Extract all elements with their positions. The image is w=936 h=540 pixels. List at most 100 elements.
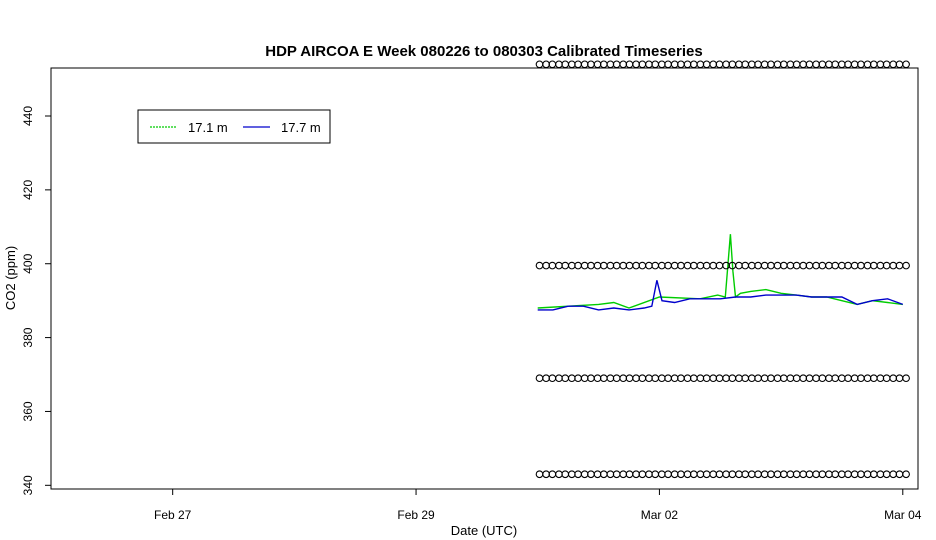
calibration-point bbox=[638, 60, 647, 69]
calibration-point bbox=[799, 470, 808, 479]
y-axis-label: CO2 (ppm) bbox=[3, 246, 18, 310]
calibration-point bbox=[825, 470, 833, 479]
calibration-point bbox=[779, 374, 788, 383]
calibration-point bbox=[625, 60, 634, 69]
calibration-point bbox=[548, 261, 557, 270]
calibration-point bbox=[882, 60, 891, 69]
calibration-point bbox=[542, 470, 550, 479]
calibration-point bbox=[645, 60, 653, 69]
calibration-point bbox=[786, 470, 795, 479]
calibration-point bbox=[567, 261, 576, 270]
calibration-point bbox=[825, 374, 833, 383]
calibration-point bbox=[792, 374, 801, 383]
series-layer bbox=[535, 60, 910, 479]
calibration-point bbox=[754, 60, 762, 69]
calibration-point bbox=[606, 470, 615, 479]
calibration-point bbox=[857, 470, 865, 479]
calibration-point bbox=[825, 261, 833, 270]
calibration-point bbox=[792, 261, 801, 270]
calibration-point bbox=[606, 60, 615, 69]
calibration-point bbox=[561, 470, 570, 479]
calibration-point bbox=[722, 374, 730, 383]
calibration-point bbox=[702, 261, 711, 270]
calibration-point bbox=[664, 374, 672, 383]
calibration-point bbox=[889, 261, 898, 270]
x-tick-label: Mar 02 bbox=[641, 508, 679, 522]
calibration-point bbox=[902, 470, 910, 479]
x-axis-label: Date (UTC) bbox=[451, 523, 517, 538]
calibration-point bbox=[715, 374, 724, 383]
calibration-point bbox=[728, 60, 737, 69]
calibration-point bbox=[696, 470, 705, 479]
calibration-point bbox=[786, 60, 795, 69]
calibration-point bbox=[689, 261, 698, 270]
calibration-point bbox=[670, 60, 679, 69]
calibration-point bbox=[747, 60, 756, 69]
calibration-point bbox=[645, 261, 653, 270]
calibration-point bbox=[593, 470, 602, 479]
calibration-point bbox=[587, 261, 595, 270]
calibration-point bbox=[863, 60, 872, 69]
calibration-point bbox=[805, 470, 814, 479]
calibration-point bbox=[760, 470, 769, 479]
calibration-point bbox=[664, 261, 672, 270]
calibration-point bbox=[664, 470, 672, 479]
calibration-point bbox=[555, 261, 563, 270]
calibration-point bbox=[657, 374, 666, 383]
calibration-point bbox=[709, 470, 718, 479]
calibration-point bbox=[709, 374, 718, 383]
calibration-point bbox=[831, 60, 840, 69]
calibration-point bbox=[869, 470, 878, 479]
calibration-point bbox=[882, 261, 891, 270]
x-axis: Feb 27 Feb 29 Mar 02 Mar 04 bbox=[154, 489, 922, 522]
x-tick-label: Feb 29 bbox=[397, 508, 435, 522]
calibration-point bbox=[638, 261, 647, 270]
calibration-point bbox=[773, 374, 782, 383]
calibration-point bbox=[555, 374, 563, 383]
calibration-point bbox=[889, 470, 898, 479]
calibration-point bbox=[606, 261, 615, 270]
calibration-point bbox=[689, 374, 698, 383]
calibration-point bbox=[580, 261, 589, 270]
calibration-point bbox=[799, 374, 808, 383]
calibration-point bbox=[837, 374, 846, 383]
calibration-point bbox=[625, 374, 634, 383]
calibration-point bbox=[612, 60, 621, 69]
calibration-point bbox=[709, 60, 718, 69]
calibration-point bbox=[696, 60, 705, 69]
calibration-point bbox=[831, 374, 840, 383]
calibration-point bbox=[902, 374, 910, 383]
calibration-point bbox=[683, 470, 692, 479]
calibration-point bbox=[664, 60, 672, 69]
calibration-point bbox=[902, 60, 910, 69]
calibration-point bbox=[683, 374, 692, 383]
calibration-point bbox=[844, 60, 852, 69]
calibration-point bbox=[593, 374, 602, 383]
calibration-point bbox=[715, 261, 724, 270]
calibration-point bbox=[612, 470, 621, 479]
calibration-points-2 bbox=[535, 60, 910, 69]
calibration-point bbox=[606, 374, 615, 383]
calibration-point bbox=[876, 261, 885, 270]
calibration-point bbox=[850, 470, 859, 479]
calibration-point bbox=[561, 374, 570, 383]
calibration-point bbox=[599, 374, 608, 383]
series-line-17-7-m bbox=[537, 280, 904, 311]
calibration-point bbox=[863, 374, 872, 383]
calibration-point bbox=[760, 261, 769, 270]
calibration-point bbox=[837, 261, 846, 270]
calibration-point bbox=[850, 261, 859, 270]
calibration-point bbox=[670, 261, 679, 270]
calibration-point bbox=[715, 60, 724, 69]
calibration-point bbox=[638, 374, 647, 383]
calibration-points-3 bbox=[535, 261, 910, 270]
calibration-point bbox=[741, 261, 750, 270]
legend-label-17-7m: 17.7 m bbox=[281, 120, 321, 135]
calibration-points-4 bbox=[535, 374, 910, 383]
calibration-point bbox=[786, 261, 795, 270]
calibration-point bbox=[818, 374, 827, 383]
calibration-point bbox=[818, 60, 827, 69]
x-tick-label: Feb 27 bbox=[154, 508, 192, 522]
calibration-point bbox=[696, 374, 705, 383]
calibration-point bbox=[773, 470, 782, 479]
